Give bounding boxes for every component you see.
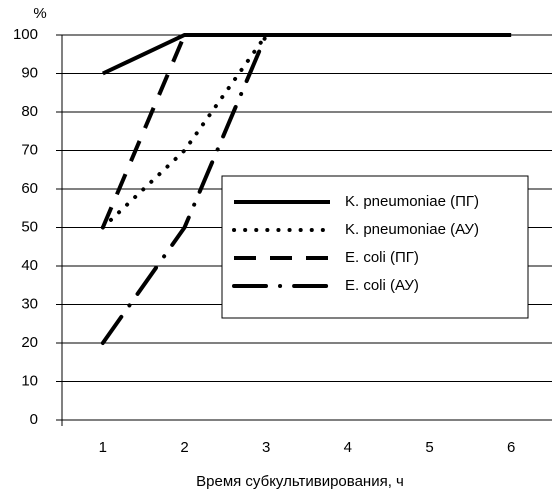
x-tick-label: 6: [507, 439, 515, 456]
legend-label: E. coli (АУ): [345, 277, 419, 294]
legend-label: K. pneumoniae (АУ): [345, 221, 479, 238]
x-tick-label: 2: [180, 439, 188, 456]
y-tick-label: 90: [21, 64, 38, 81]
x-tick-label: 3: [262, 439, 270, 456]
x-tick-label: 5: [425, 439, 433, 456]
y-tick-label: 10: [21, 372, 38, 389]
y-tick-label: 20: [21, 334, 38, 351]
legend-label: K. pneumoniae (ПГ): [345, 193, 479, 210]
y-tick-label: 40: [21, 257, 38, 274]
y-tick-label: 60: [21, 180, 38, 197]
x-axis-label: Время субкультивирования, ч: [196, 473, 404, 490]
y-axis-label: %: [33, 5, 46, 22]
legend: K. pneumoniae (ПГ) K. pneumoniae (АУ) E. c…: [221, 175, 529, 319]
legend-label: E. coli (ПГ): [345, 249, 419, 266]
x-tick-label: 4: [344, 439, 352, 456]
y-tick-label: 30: [21, 295, 38, 312]
x-tick-label: 1: [99, 439, 107, 456]
y-tick-label: 80: [21, 103, 38, 120]
y-tick-label: 70: [21, 141, 38, 158]
y-tick-label: 0: [30, 411, 38, 428]
series-line: [101, 33, 512, 76]
y-tick-label: 50: [21, 218, 38, 235]
y-tick-label: 100: [13, 26, 38, 43]
legend-box: [221, 175, 529, 319]
